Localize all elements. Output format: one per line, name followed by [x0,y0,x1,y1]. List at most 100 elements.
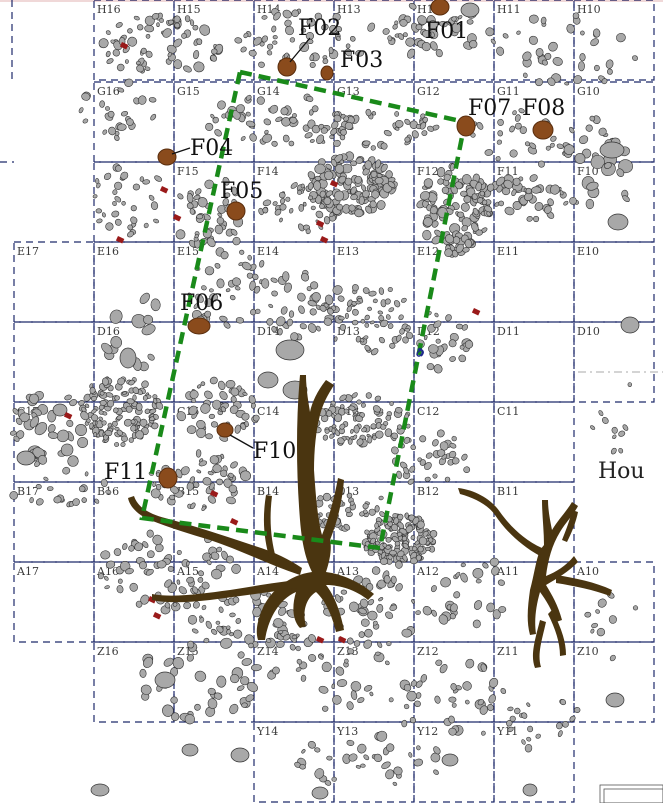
stone [233,629,243,639]
stone [310,281,319,290]
stone [214,224,224,235]
stone [533,215,540,223]
stone [147,353,155,361]
stone [632,55,638,61]
stone [64,394,72,401]
stone [132,386,140,394]
grid-label-z12: Z12 [417,645,439,658]
stone [340,129,347,136]
grid-label-a11: A11 [496,565,519,578]
stone [84,403,90,409]
stone [275,116,283,122]
stone [275,316,286,327]
stone [367,610,378,621]
grid-label-g15: G15 [177,85,200,98]
stone [193,481,200,488]
stone [141,380,149,389]
stone [298,204,305,212]
stone [394,111,400,117]
stone [112,189,118,195]
stone [29,393,39,404]
stone [461,225,468,232]
stone [80,411,89,421]
stone [279,217,283,223]
stone [460,572,468,583]
stone-large [90,783,110,797]
stone [193,50,200,60]
stone [357,697,365,704]
stone [225,379,236,389]
stone [194,234,199,239]
stone [399,328,405,335]
stone [329,212,335,217]
stone [417,15,428,25]
stone [413,758,424,767]
stone [531,186,542,194]
stone [286,318,293,327]
stone [82,118,89,124]
stone [311,292,321,302]
stone [336,35,341,41]
stone [427,20,439,30]
stone [436,449,446,457]
stone [398,314,404,321]
grid-square-H10 [573,0,655,81]
stone [394,541,401,547]
stone [270,277,278,283]
stone [314,747,321,753]
stone [378,336,385,344]
stone [444,476,451,483]
stone [355,415,363,422]
stone [432,439,439,447]
stone [374,522,379,529]
stone [618,430,626,437]
stone [433,320,442,329]
stone [291,9,299,18]
grid-label-d16: D16 [97,325,120,338]
grid-label-e12: E12 [417,245,439,258]
grid-label-d14: D14 [257,325,280,338]
stone [114,196,122,203]
stone [477,197,484,204]
stone [378,597,384,602]
stone [329,134,335,140]
stone [369,320,375,325]
stone [502,33,509,39]
stone [307,300,317,307]
stone [128,437,134,443]
stone [266,318,274,326]
stone [484,205,493,213]
stone [487,183,495,192]
stone [91,408,97,414]
stone [230,461,238,469]
stone [421,42,431,52]
stone [136,64,144,73]
stone [385,611,394,619]
stone [98,410,104,415]
stone [178,586,187,595]
stone [322,58,329,65]
stone [334,413,343,423]
grid-label-c14: C14 [257,405,279,418]
stone [555,722,563,730]
stone [271,25,277,33]
stone [196,420,206,429]
stone [350,35,356,42]
stone [99,399,107,406]
stone [353,424,360,434]
stone [350,186,357,195]
stone [351,319,359,326]
stone [222,176,230,186]
grid-label-z10: Z10 [577,645,599,658]
stone [334,164,345,174]
stone [98,416,104,421]
stone [228,472,234,478]
stone [201,285,207,291]
red-marker [471,307,481,316]
stone [92,194,98,199]
stone [111,210,120,218]
grid-label-d10: D10 [577,325,600,338]
stone [367,435,373,444]
grid-label-c11: C11 [497,405,519,418]
stone [181,33,187,39]
